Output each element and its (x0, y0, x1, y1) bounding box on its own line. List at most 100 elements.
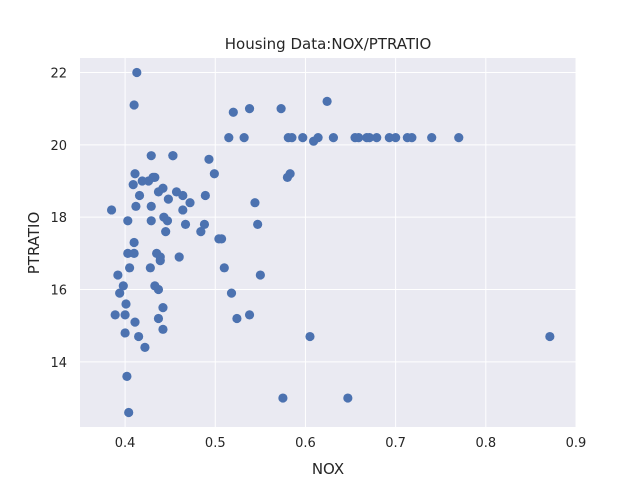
data-point-51 (178, 190, 188, 201)
x-tick-labels: 0.4 0.5 0.6 0.7 0.8 0.9 (115, 436, 587, 451)
data-point-43 (161, 227, 171, 237)
data-point-23 (137, 176, 147, 186)
data-point-6 (120, 328, 130, 338)
y-tick-label-4: 22 (50, 66, 67, 81)
data-point-96 (545, 331, 555, 342)
data-point-64 (228, 107, 238, 117)
data-point-71 (255, 270, 265, 280)
data-point-44 (162, 216, 173, 226)
data-point-27 (146, 201, 156, 211)
data-point-41 (158, 303, 168, 313)
data-point-77 (287, 132, 297, 143)
data-point-28 (146, 216, 156, 226)
data-point-15 (129, 248, 139, 258)
data-point-67 (244, 104, 255, 114)
data-point-88 (364, 132, 375, 143)
data-point-69 (250, 198, 260, 208)
data-point-93 (407, 132, 417, 143)
data-point-86 (354, 132, 364, 143)
data-point-26 (145, 263, 155, 273)
data-point-34 (153, 284, 164, 295)
x-tick-label-5: 0.9 (566, 436, 587, 451)
data-points (106, 67, 555, 418)
data-point-52 (180, 219, 191, 230)
y-tick-label-0: 14 (50, 356, 67, 371)
data-point-21 (134, 331, 144, 342)
y-tick-label-1: 16 (50, 284, 67, 299)
x-tick-label-0: 0.4 (115, 436, 136, 451)
grid-lines (80, 58, 577, 427)
data-point-81 (313, 132, 323, 143)
data-point-19 (131, 201, 141, 211)
data-point-66 (239, 132, 249, 143)
data-point-63 (226, 288, 237, 298)
data-point-54 (196, 227, 206, 237)
data-point-3 (115, 288, 125, 298)
data-point-89 (372, 132, 382, 143)
chart-title: Housing Data:NOX/PTRATIO (225, 35, 432, 53)
data-point-90 (384, 132, 394, 143)
x-tick-label-2: 0.6 (295, 436, 316, 451)
data-point-45 (163, 194, 173, 204)
data-point-91 (391, 132, 401, 143)
data-point-14 (129, 237, 139, 248)
x-tick-label-1: 0.5 (205, 436, 226, 451)
data-point-78 (298, 132, 308, 143)
data-point-62 (224, 132, 234, 143)
data-point-61 (219, 263, 229, 273)
data-point-53 (185, 198, 195, 208)
data-point-39 (158, 183, 168, 193)
x-axis-label: NOX (312, 460, 344, 478)
data-point-22 (134, 190, 145, 201)
data-point-47 (168, 151, 178, 161)
data-point-73 (278, 393, 288, 403)
data-point-29 (146, 151, 156, 161)
y-tick-labels: 14 16 18 20 22 (50, 66, 67, 370)
data-point-35 (153, 313, 164, 324)
data-point-7 (121, 299, 131, 309)
data-point-10 (123, 216, 133, 226)
y-tick-label-2: 18 (50, 211, 67, 226)
data-point-12 (125, 263, 135, 273)
data-point-60 (216, 234, 227, 244)
y-axis-label: PTRATIO (25, 212, 43, 275)
y-tick-label-3: 20 (50, 139, 67, 154)
data-point-50 (178, 205, 188, 215)
data-point-5 (120, 310, 130, 320)
data-point-79 (305, 331, 315, 342)
data-point-40 (158, 324, 168, 334)
data-point-38 (155, 252, 165, 262)
data-point-72 (276, 104, 286, 114)
data-point-49 (174, 252, 184, 262)
plot-area (80, 58, 576, 427)
data-point-11 (124, 407, 134, 418)
data-point-95 (454, 132, 464, 143)
data-point-1 (110, 310, 120, 320)
data-point-58 (209, 169, 219, 179)
data-point-8 (122, 371, 132, 381)
data-point-68 (244, 310, 255, 320)
data-point-16 (129, 100, 139, 110)
data-point-17 (130, 169, 140, 179)
data-point-20 (132, 67, 142, 78)
data-point-9 (123, 248, 133, 258)
data-point-4 (118, 281, 128, 291)
data-point-57 (204, 154, 214, 164)
data-point-83 (328, 132, 339, 143)
data-point-70 (253, 219, 263, 230)
data-point-55 (199, 219, 210, 230)
data-point-0 (106, 205, 117, 215)
data-point-76 (285, 169, 295, 179)
data-point-2 (113, 270, 123, 280)
data-point-94 (427, 132, 437, 143)
data-point-24 (140, 342, 150, 353)
data-point-56 (200, 190, 210, 201)
x-tick-label-4: 0.8 (475, 436, 496, 451)
data-point-18 (130, 317, 140, 327)
data-point-65 (232, 313, 242, 324)
x-tick-label-3: 0.7 (385, 436, 406, 451)
data-point-32 (150, 172, 160, 182)
data-point-84 (343, 393, 353, 403)
data-point-13 (128, 180, 138, 190)
